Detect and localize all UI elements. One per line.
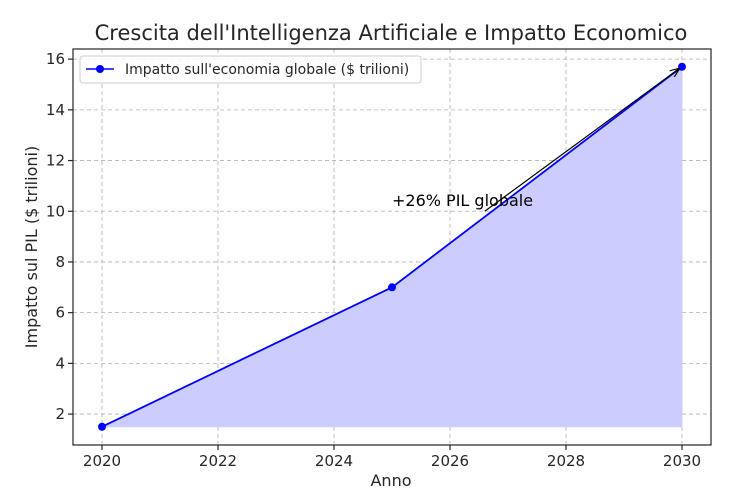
data-point: [98, 422, 106, 431]
annotation-layer: +26% PIL globale: [392, 69, 679, 212]
axes-layer: 2020 2022 2024 2026 2028 2030 2 4 6 8 10 12 14 16: [46, 48, 712, 470]
legend-box: [79, 55, 422, 84]
legend: Impatto sull'economia globale ($ trilion…: [79, 55, 422, 84]
x-tick-label: 2028: [547, 452, 585, 470]
annotation-arrow: [484, 69, 679, 212]
x-tick-label: 2030: [663, 452, 701, 470]
y-tick-label: 8: [55, 253, 65, 271]
annotation-text: +26% PIL globale: [392, 191, 533, 210]
x-tick-label: 2026: [431, 452, 469, 470]
y-tick-label: 4: [55, 354, 65, 372]
y-tick-label: 14: [46, 101, 65, 119]
chart-title: Crescita dell'Intelligenza Artificiale e…: [95, 21, 688, 45]
y-tick-label: 6: [55, 304, 65, 322]
plot-frame: [72, 48, 712, 446]
x-tick-label: 2024: [315, 452, 353, 470]
y-tick-label: 2: [55, 405, 65, 423]
series-area: [101, 65, 683, 428]
plot-layer: [98, 62, 686, 431]
legend-marker-swatch: [96, 65, 104, 73]
x-axis-label: Anno: [370, 471, 411, 490]
y-tick-label: 12: [46, 152, 65, 170]
data-point: [388, 283, 396, 292]
y-tick-label: 10: [46, 202, 65, 220]
y-axis-label: Impatto sul PIL ($ trilioni): [22, 146, 41, 348]
legend-label: Impatto sull'economia globale ($ trilion…: [125, 62, 409, 78]
data-point: [678, 62, 686, 71]
y-tick-label: 16: [46, 50, 65, 68]
x-tick-label: 2020: [83, 452, 121, 470]
x-tick-label: 2022: [199, 452, 237, 470]
